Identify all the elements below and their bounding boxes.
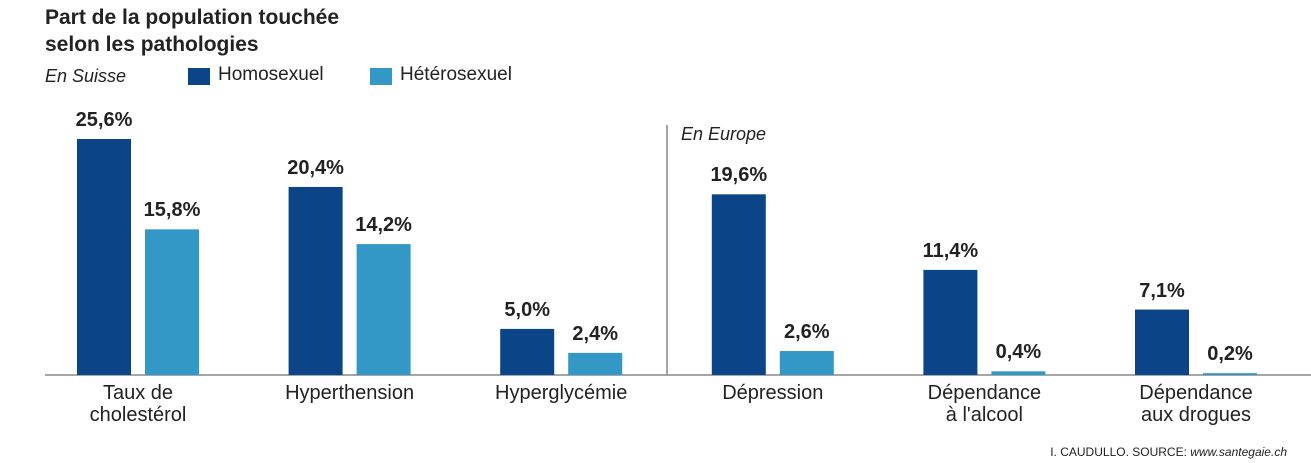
value-label: 0,4% (973, 341, 1063, 364)
bar (780, 351, 834, 375)
x-tick-label: Dépendance à l'alcool (884, 382, 1084, 426)
bar (1135, 310, 1189, 375)
x-tick-label: Hyperthension (250, 382, 450, 404)
bar (1203, 373, 1257, 375)
bar (357, 244, 411, 375)
chart-title: Part de la population touchée selon les … (45, 4, 339, 58)
bar (500, 329, 554, 375)
bar (712, 194, 766, 375)
credit-text: I. CAUDULLO. SOURCE: (1050, 445, 1187, 459)
bar (923, 270, 977, 375)
x-tick-label: Dépression (673, 382, 873, 404)
legend-swatch (370, 68, 392, 85)
bar (77, 139, 131, 375)
legend-label: Homosexuel (218, 64, 324, 86)
source: www.santegaie.ch (1190, 445, 1287, 459)
value-label: 14,2% (339, 214, 429, 237)
annotation: En Europe (681, 124, 766, 145)
bar (145, 229, 199, 375)
bar (289, 187, 343, 375)
value-label: 2,6% (762, 321, 852, 344)
bar (991, 371, 1045, 375)
value-label: 7,1% (1117, 280, 1207, 303)
value-label: 25,6% (59, 109, 149, 132)
x-tick-label: Dépendance aux drogues (1096, 382, 1296, 426)
value-label: 19,6% (694, 164, 784, 187)
value-label: 20,4% (271, 157, 361, 180)
value-label: 0,2% (1185, 343, 1275, 366)
x-tick-label: Hyperglycémie (461, 382, 661, 404)
chart: Part de la population touchée selon les … (0, 0, 1311, 463)
legend-label: Hétérosexuel (400, 64, 512, 86)
bar (568, 353, 622, 375)
value-label: 15,8% (127, 199, 217, 222)
x-tick-label: Taux de cholestérol (38, 382, 238, 426)
credit: I. CAUDULLO. SOURCE: www.santegaie.ch (1050, 445, 1287, 459)
annotation: En Suisse (45, 66, 126, 87)
legend-swatch (188, 68, 210, 85)
value-label: 2,4% (550, 323, 640, 346)
value-label: 5,0% (482, 299, 572, 322)
value-label: 11,4% (905, 240, 995, 263)
